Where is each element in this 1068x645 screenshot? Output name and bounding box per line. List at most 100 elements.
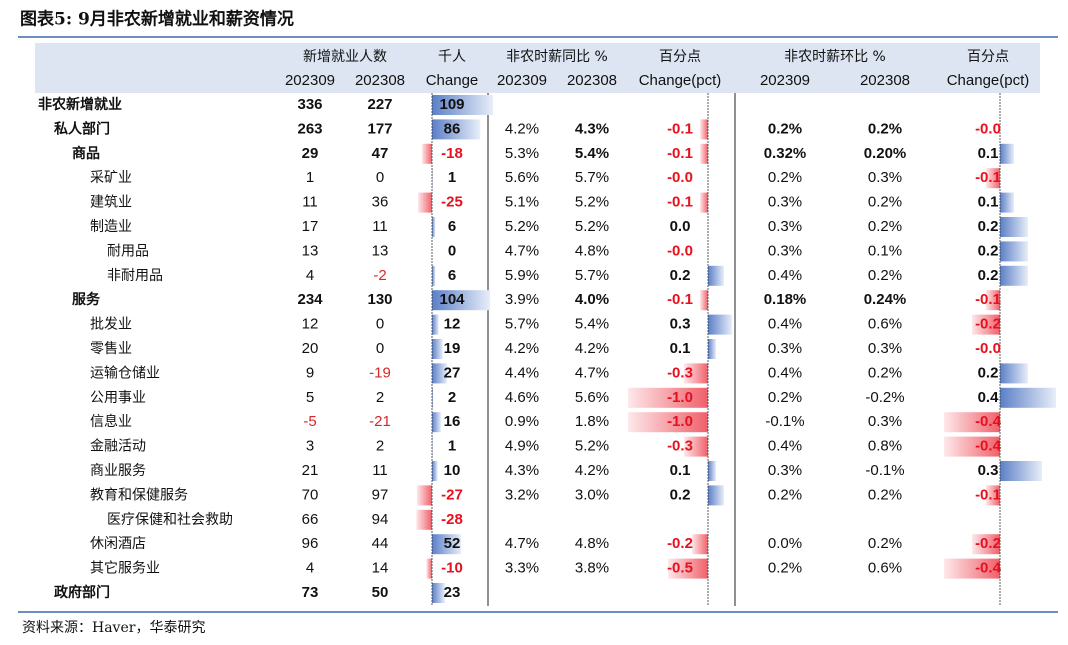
- cell: 0.3%: [768, 194, 802, 211]
- cell: 4: [306, 560, 314, 577]
- cell: 0.32%: [764, 145, 807, 162]
- cell: 27: [444, 364, 461, 381]
- cell: -0.4: [975, 413, 1002, 430]
- cell: 0.2%: [868, 364, 902, 381]
- cell: 86: [444, 120, 461, 137]
- column-header: Change(pct): [639, 72, 722, 89]
- cell: 0.2%: [768, 560, 802, 577]
- cell: 19: [444, 340, 461, 357]
- cell: -0.1%: [765, 413, 804, 430]
- cell: 47: [372, 145, 389, 162]
- cell: 0: [448, 242, 456, 259]
- cell: -0.1: [975, 291, 1001, 308]
- cell: 1.8%: [575, 413, 609, 430]
- cell: 5.4%: [575, 145, 609, 162]
- row-label: 金融活动: [90, 439, 146, 455]
- cell: 4.9%: [505, 438, 539, 455]
- column-header: 202309: [497, 72, 547, 89]
- cell: 0.3%: [768, 242, 802, 259]
- data-bar: [700, 192, 708, 213]
- data-bar: [1000, 363, 1028, 384]
- cell: 5.1%: [505, 194, 539, 211]
- column-header: 202308: [860, 72, 910, 89]
- cell: 1: [448, 438, 456, 455]
- cell: 0.4: [978, 389, 1000, 406]
- cell: 2: [376, 389, 384, 406]
- cell: -0.3: [667, 438, 693, 455]
- cell: 4.3%: [575, 120, 609, 137]
- cell: 70: [302, 486, 319, 503]
- cell: -1.0: [667, 413, 693, 430]
- data-bar: [628, 412, 708, 433]
- cell: 96: [302, 535, 319, 552]
- row-label: 信息业: [90, 413, 132, 430]
- data-bar: [432, 436, 433, 457]
- group-header: 非农时薪环比 %: [784, 49, 886, 65]
- cell: -0.0: [667, 242, 693, 259]
- data-bar: [432, 412, 441, 433]
- data-bar: [1000, 387, 1056, 408]
- cell: 0.2%: [868, 194, 902, 211]
- cell: 1: [448, 169, 456, 186]
- cell: -0.3: [667, 364, 693, 381]
- cell: 17: [302, 218, 319, 235]
- cell: 66: [302, 511, 319, 528]
- cell: 0.4%: [768, 364, 802, 381]
- data-bar: [421, 143, 432, 164]
- cell: 0.0: [670, 218, 691, 235]
- cell: 14: [372, 560, 389, 577]
- data-bar: [708, 339, 716, 359]
- cell: 234: [297, 291, 323, 308]
- data-bar: [708, 461, 716, 481]
- data-bar: [944, 558, 1000, 579]
- cell: -18: [441, 145, 463, 162]
- cell: 227: [367, 96, 392, 113]
- row-label: 医疗保健和社会救助: [107, 512, 233, 528]
- data-bar: [432, 339, 443, 359]
- cell: -19: [369, 364, 391, 381]
- cell: 4.7%: [575, 364, 609, 381]
- cell: 3.2%: [505, 486, 539, 503]
- cell: 0.2%: [768, 120, 802, 137]
- cell: -0.1: [975, 169, 1001, 186]
- cell: 4.7%: [505, 242, 539, 259]
- cell: -0.2: [975, 316, 1001, 333]
- cell: 0.2: [670, 267, 691, 284]
- data-bar: [426, 558, 432, 579]
- cell: 0.3%: [768, 218, 802, 235]
- cell: 3.0%: [575, 486, 609, 503]
- cell: 5.7%: [505, 316, 539, 333]
- row-label: 公用事业: [90, 390, 146, 406]
- cell: 10: [444, 462, 461, 479]
- cell: 5.2%: [575, 438, 609, 455]
- cell: 0.20%: [864, 145, 907, 162]
- cell: 0.1: [978, 145, 999, 162]
- cell: 3.8%: [575, 560, 609, 577]
- cell: 97: [372, 486, 389, 503]
- cell: 36: [372, 194, 389, 211]
- cell: 3.3%: [505, 560, 539, 577]
- data-bar: [1000, 217, 1028, 237]
- cell: 94: [372, 511, 389, 528]
- cell: 177: [367, 120, 392, 137]
- data-bar: [700, 119, 708, 140]
- cell: 104: [439, 291, 465, 308]
- cell: -0.1: [975, 486, 1001, 503]
- cell: 4: [306, 267, 314, 284]
- cell: 0.3%: [868, 340, 902, 357]
- cell: -2: [373, 267, 386, 284]
- cell: 0.6%: [868, 316, 902, 333]
- cell: -21: [369, 413, 391, 430]
- cell: 0.4%: [768, 316, 802, 333]
- cell: 23: [444, 584, 461, 601]
- row-label: 建筑业: [90, 195, 132, 211]
- cell: -0.5: [667, 560, 693, 577]
- cell: 13: [302, 242, 319, 259]
- data-bar: [1000, 461, 1042, 481]
- cell: 0.1: [670, 340, 691, 357]
- data-bar: [628, 387, 708, 408]
- cell: -0.0: [975, 340, 1001, 357]
- group-header: 新增就业人数: [303, 49, 387, 65]
- cell: 0.3%: [768, 462, 802, 479]
